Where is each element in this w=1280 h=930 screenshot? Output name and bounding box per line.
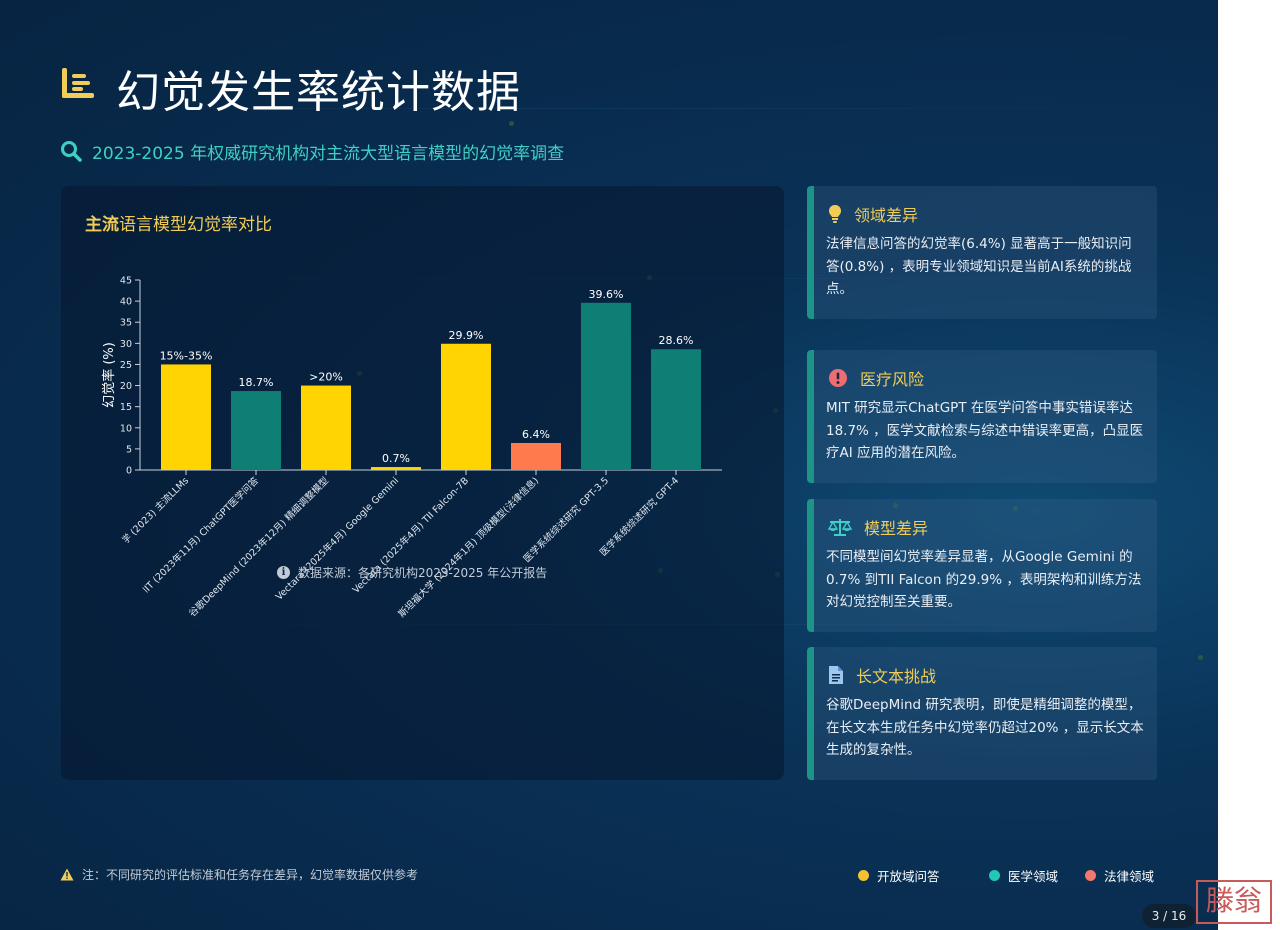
- bar: [441, 343, 491, 470]
- card-body: 谷歌DeepMind 研究表明，即使是精细调整的模型，在长文本生成任务中幻觉率仍…: [826, 697, 1144, 758]
- card-medical-risk: 医疗风险 MIT 研究显示ChatGPT 在医学问答中事实错误率达18.7% ，…: [807, 350, 1157, 483]
- chart-source: i 数据来源：各研究机构2023-2025 年公开报告: [277, 564, 547, 581]
- legend-swatch: [858, 870, 869, 881]
- y-tick-label: 45: [120, 276, 132, 287]
- card-model-difference: 模型差异 不同模型间幻觉率差异显著，从Google Gemini 的0.7% 到…: [807, 499, 1157, 632]
- y-axis-label: 幻觉率 (%): [101, 342, 117, 408]
- data-label: 39.6%: [589, 288, 624, 301]
- data-label: >20%: [309, 371, 343, 384]
- lightbulb-icon: [829, 205, 841, 223]
- y-tick-label: 25: [120, 360, 132, 371]
- legend-label: 法律领域: [1104, 869, 1155, 884]
- slide: 幻觉发生率统计数据 2023-2025 年权威研究机构对主流大型语言模型的幻觉率…: [0, 0, 1218, 930]
- chart-source-text: 数据来源：各研究机构2023-2025 年公开报告: [298, 566, 548, 580]
- subtitle-row: 2023-2025 年权威研究机构对主流大型语言模型的幻觉率调查: [60, 138, 564, 164]
- card-title: 模型差异: [864, 519, 929, 538]
- card-long-text-challenge: 长文本挑战 谷歌DeepMind 研究表明，即使是精细调整的模型，在长文本生成任…: [807, 647, 1157, 780]
- decor-dot: [509, 121, 514, 126]
- data-label: 6.4%: [522, 428, 550, 441]
- info-icon: i: [277, 566, 290, 579]
- bar: [371, 467, 421, 470]
- card-title: 领域差异: [854, 206, 919, 225]
- x-tick-label: 斯坦福大学 (2024年1月) 顶级模型(法律信息): [396, 475, 541, 620]
- data-label: 0.7%: [382, 452, 410, 465]
- balance-scale-icon: [828, 519, 852, 536]
- data-label: 29.9%: [449, 329, 484, 342]
- chart-panel: 主流语言模型幻觉率对比 0 5 10 15 20 25 30 35 40 45 幻觉率 (%) 15%…: [61, 186, 784, 780]
- y-tick-label: 0: [126, 466, 132, 477]
- card-body: MIT 研究显示ChatGPT 在医学问答中事实错误率达18.7% ，医学文献检…: [826, 400, 1144, 461]
- page-title: 幻觉发生率统计数据: [116, 67, 521, 118]
- y-tick-label: 40: [120, 297, 132, 308]
- y-tick-label: 10: [120, 423, 132, 434]
- card-body: 法律信息问答的幻觉率(6.4%) 显著高于一般知识问答(0.8%) ，表明专业领…: [826, 236, 1132, 297]
- y-tick-label: 5: [126, 444, 132, 455]
- bar: [161, 364, 211, 470]
- card-header: 模型差异: [828, 515, 928, 539]
- chart-title: 主流语言模型幻觉率对比: [85, 210, 272, 235]
- bar: [511, 442, 561, 470]
- card-header: 领域差异: [828, 202, 918, 226]
- y-tick-label: 35: [120, 318, 132, 329]
- footer-note-text: 注：不同研究的评估标准和任务存在差异，幻觉率数据仅供参考: [82, 868, 419, 882]
- legend-item-medical: 医学领域: [989, 866, 1058, 885]
- y-tick-label: 30: [120, 339, 132, 350]
- page-indicator[interactable]: 3 / 16: [1142, 904, 1196, 928]
- legend-swatch: [989, 870, 1000, 881]
- data-label: 15%-35%: [160, 349, 213, 362]
- y-tick-label: 20: [120, 381, 132, 392]
- card-header: 长文本挑战: [828, 663, 936, 687]
- card-title: 医疗风险: [860, 370, 925, 389]
- decor-dot: [1198, 655, 1203, 660]
- document-icon: [829, 666, 843, 684]
- x-tick-label: MIT (2023年11月) ChatGPT医学问答: [136, 474, 261, 599]
- watermark-logo: 滕翁: [1196, 880, 1272, 924]
- decor-dot: [893, 503, 898, 508]
- warning-icon: [60, 868, 74, 881]
- chart-title-rest: 语言模型幻觉率对比: [119, 215, 272, 235]
- decor-dot: [1013, 506, 1018, 511]
- card-domain-difference: 领域差异 法律信息问答的幻觉率(6.4%) 显著高于一般知识问答(0.8%) ，…: [807, 186, 1157, 319]
- bar: [581, 302, 631, 470]
- x-tick-label: 医学系统综述研究 GPT-4: [597, 475, 681, 559]
- bar: [651, 349, 701, 470]
- legend-item-open-domain: 开放域问答: [858, 866, 940, 885]
- bar: [231, 391, 281, 470]
- chart-title-bold: 主流: [85, 215, 119, 235]
- legend-item-legal: 法律领域: [1085, 866, 1154, 885]
- card-header: 医疗风险: [828, 366, 924, 390]
- chart-list-icon: [62, 68, 94, 98]
- card-body: 不同模型间幻觉率差异显著，从Google Gemini 的0.7% 到TII F…: [826, 549, 1142, 610]
- x-tick-label: 谷歌DeepMind (2023年12月) 精细调整模型: [186, 474, 331, 619]
- bar-chart: 0 5 10 15 20 25 30 35 40 45 幻觉率 (%) 15%-35% 斯坦福大学 (2…: [92, 276, 722, 620]
- y-tick-label: 15: [120, 402, 132, 413]
- search-icon: [61, 141, 82, 162]
- card-title: 长文本挑战: [856, 667, 937, 686]
- legend-label: 医学领域: [1008, 869, 1059, 884]
- legend-swatch: [1085, 870, 1096, 881]
- alert-circle-icon: [829, 369, 847, 387]
- footer-note: 注：不同研究的评估标准和任务存在差异，幻觉率数据仅供参考: [60, 866, 418, 883]
- legend-label: 开放域问答: [877, 869, 940, 884]
- bar: [301, 385, 351, 470]
- data-label: 28.6%: [659, 334, 694, 347]
- x-tick-label: Vectara (2025年4月) Google Gemini: [273, 475, 401, 603]
- page-subtitle: 2023-2025 年权威研究机构对主流大型语言模型的幻觉率调查: [92, 143, 565, 164]
- data-label: 18.7%: [239, 376, 274, 389]
